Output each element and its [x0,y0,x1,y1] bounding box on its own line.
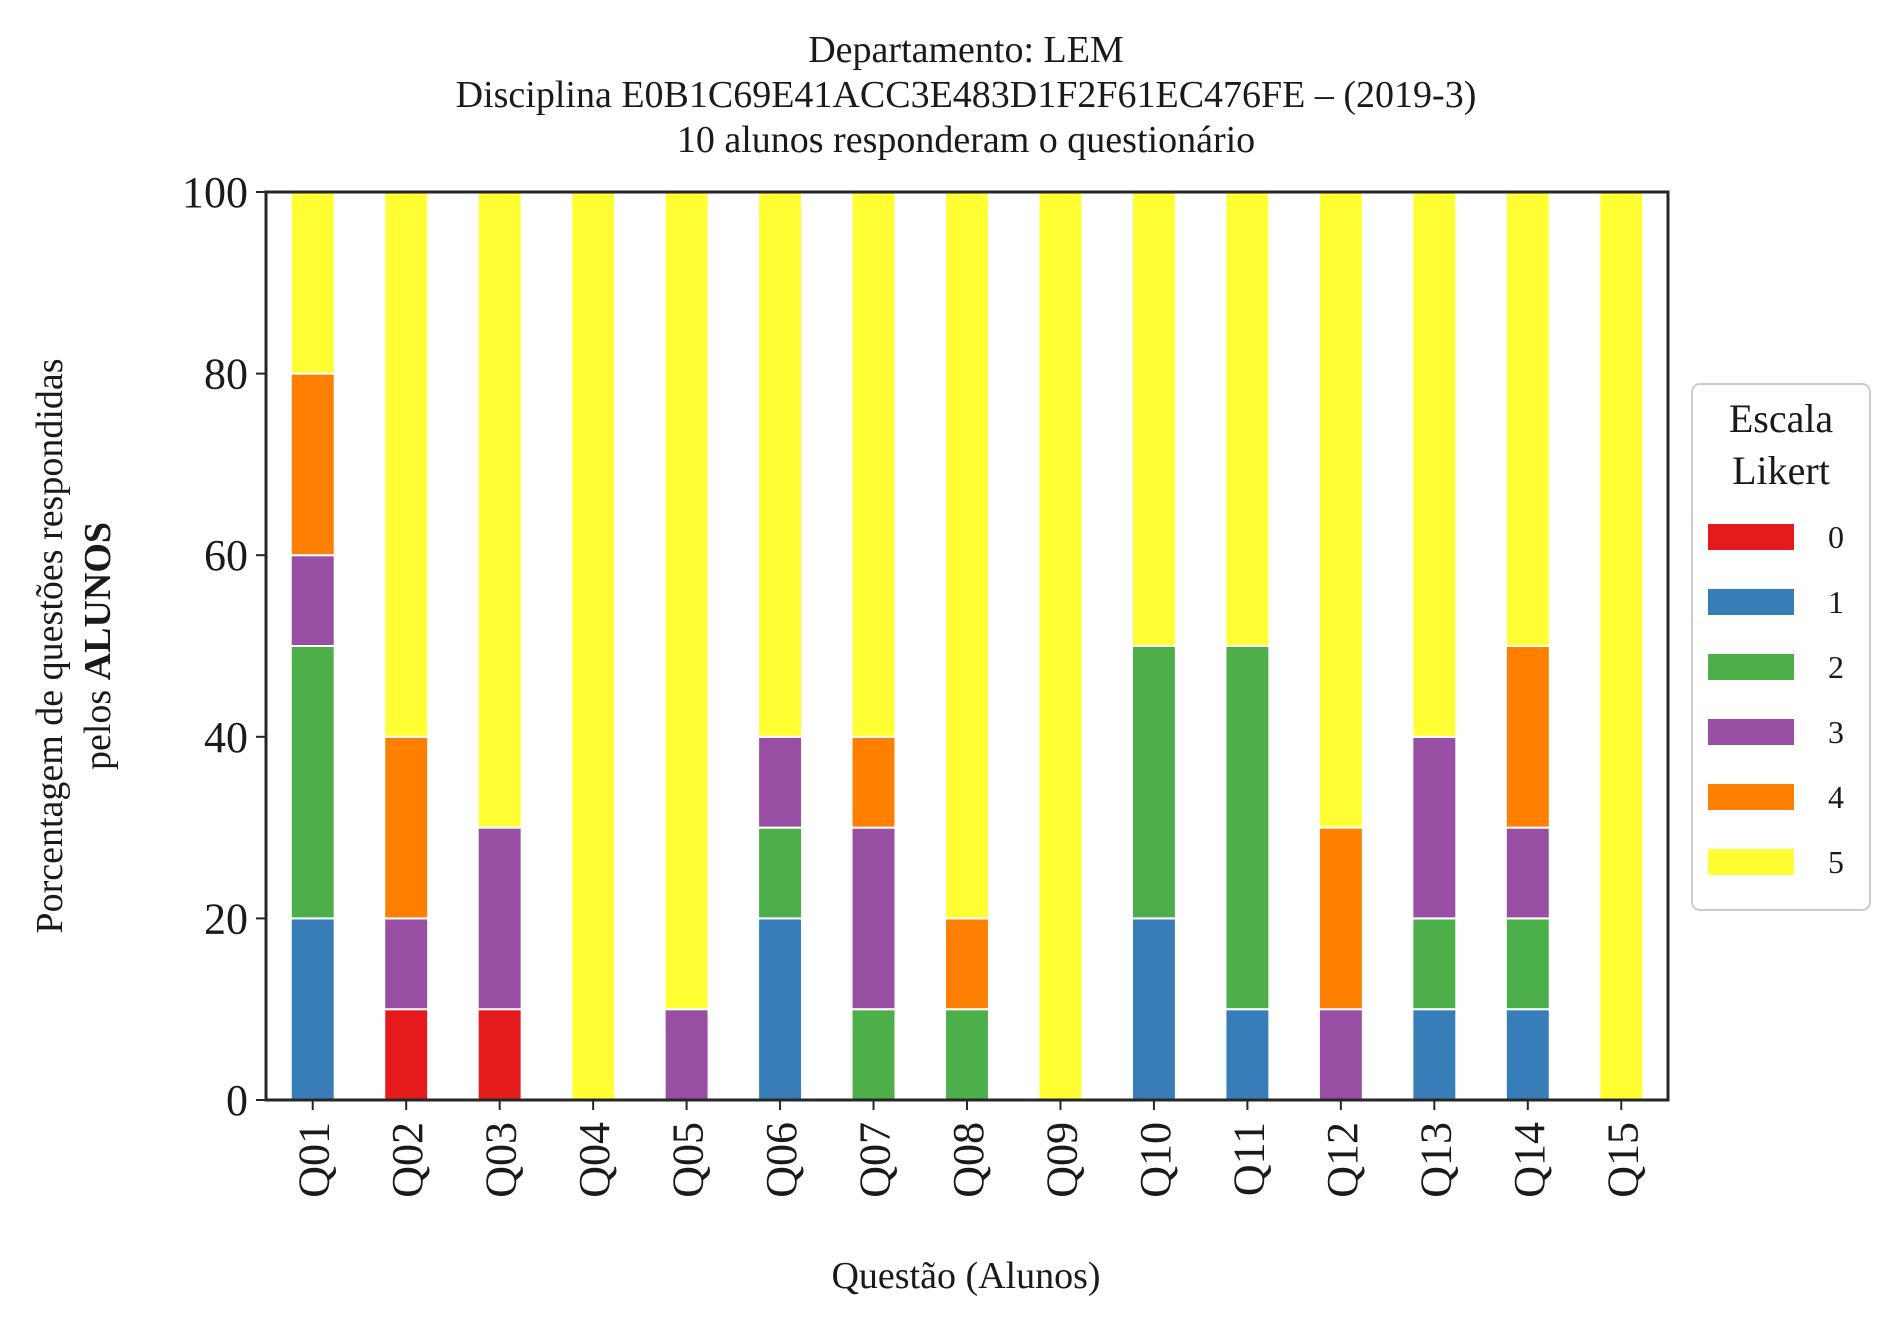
x-tick-label-q07: Q07 [851,1122,900,1198]
bar-q06-likert-3 [757,735,804,829]
bar-q01-likert-1 [289,917,336,1102]
y-axis-label-prefix: pelos [77,680,119,770]
bar-q12-likert-3 [1317,1008,1364,1102]
bar-q01-likert-3 [289,554,336,648]
bar-q13-likert-2 [1411,917,1458,1011]
bar-q10-likert-1 [1130,917,1177,1102]
bar-q07-likert-4 [850,735,897,829]
x-tick-label-q02: Q02 [383,1122,432,1198]
legend-swatch-1 [1708,589,1794,615]
bar-q12-likert-4 [1317,826,1364,1011]
bar-q14-likert-2 [1504,917,1551,1011]
bar-q10-likert-5 [1130,191,1177,647]
legend-title-line-2: Likert [1732,448,1830,493]
legend-label-3: 3 [1828,714,1844,750]
bar-q03-likert-5 [476,191,523,829]
legend-swatch-3 [1708,719,1794,745]
x-tick-label-q10: Q10 [1131,1122,1180,1198]
y-tick-label-60: 60 [204,531,248,580]
x-tick-label-q05: Q05 [664,1122,713,1198]
y-tick-label-0: 0 [226,1076,248,1125]
y-axis-label-bold: ALUNOS [77,522,119,680]
y-axis-label: Porcentagem de questões respondidas pelo… [29,358,119,933]
bar-q07-likert-2 [850,1008,897,1102]
legend-label-2: 2 [1828,649,1844,685]
bar-q10-likert-2 [1130,645,1177,920]
legend-swatch-4 [1708,784,1794,810]
bar-q03-likert-3 [476,826,523,1011]
legend-title-line-1: Escala [1729,396,1834,441]
bar-q04-likert-5 [570,191,617,1101]
bar-q08-likert-5 [944,191,990,920]
chart-title: Departamento: LEM Disciplina E0B1C69E41A… [456,29,1477,161]
legend-items: 0 1 2 3 4 5 [1708,519,1844,880]
x-axis-label: Questão (Alunos) [831,1255,1100,1297]
x-tick-label-q13: Q13 [1411,1122,1460,1198]
bar-q13-likert-1 [1411,1008,1458,1102]
bar-q02-likert-3 [383,917,430,1011]
x-tick-label-q08: Q08 [944,1122,993,1198]
bar-q12-likert-5 [1317,191,1364,829]
bar-q02-likert-0 [383,1008,430,1102]
bar-q11-likert-2 [1224,645,1271,1011]
legend: Escala Likert 0 1 2 3 4 5 [1691,383,1871,911]
y-axis-ticks: 0 20 40 60 80 100 [182,168,266,1125]
bar-q01-likert-4 [289,372,336,557]
plot-frame [264,190,1670,1102]
bar-q14-likert-1 [1504,1008,1551,1102]
legend-swatch-0 [1708,524,1794,550]
x-tick-label-q14: Q14 [1505,1122,1554,1198]
bar-q07-likert-5 [850,191,897,738]
bar-q14-likert-4 [1504,645,1551,829]
title-line-3: 10 alunos responderam o questionário [677,119,1255,161]
legend-swatch-5 [1708,849,1794,875]
y-axis-label-line-1: Porcentagem de questões respondidas [29,358,71,933]
bar-q03-likert-0 [476,1008,523,1102]
legend-label-1: 1 [1828,584,1844,620]
bar-q09-likert-5 [1037,191,1084,1101]
bars [289,191,1645,1102]
y-tick-label-20: 20 [204,894,248,943]
x-axis-ticks: Q01 Q02 Q03 Q04 Q05 Q06 Q07 Q08 Q09 Q10 Q11 Q12 Q13 Q… [290,1100,1647,1198]
x-tick-label-q04: Q04 [570,1122,619,1198]
y-tick-label-40: 40 [204,713,248,762]
y-tick-label-100: 100 [182,168,248,217]
x-tick-label-q12: Q12 [1318,1122,1367,1198]
bar-q01-likert-2 [289,645,336,920]
bar-q08-likert-4 [944,917,990,1011]
bar-q15-likert-5 [1598,191,1645,1101]
legend-frame [1691,383,1871,911]
bar-q08-likert-2 [944,1008,990,1102]
x-tick-label-q15: Q15 [1598,1122,1647,1198]
bar-q13-likert-5 [1411,191,1458,738]
bar-q05-likert-3 [663,1008,710,1102]
x-tick-label-q09: Q09 [1037,1122,1086,1198]
x-tick-label-q01: Q01 [290,1122,339,1198]
bar-q11-likert-1 [1224,1008,1271,1102]
x-tick-label-q11: Q11 [1224,1122,1273,1196]
bar-q06-likert-1 [757,917,804,1102]
bar-q14-likert-3 [1504,826,1551,920]
bar-q06-likert-5 [757,191,804,738]
bar-q02-likert-5 [383,191,430,738]
bar-q13-likert-3 [1411,735,1458,920]
x-tick-label-q06: Q06 [757,1122,806,1198]
legend-label-4: 4 [1828,779,1844,815]
x-tick-label-q03: Q03 [477,1122,526,1198]
title-line-1: Departamento: LEM [808,29,1124,71]
y-tick-label-80: 80 [204,350,248,399]
y-axis-label-line-2: pelos ALUNOS [77,522,119,770]
legend-label-0: 0 [1828,519,1844,555]
legend-swatch-2 [1708,654,1794,680]
bar-q06-likert-2 [757,826,804,920]
bar-q14-likert-5 [1504,191,1551,647]
legend-label-5: 5 [1828,844,1844,880]
bar-q11-likert-5 [1224,191,1271,647]
title-line-2: Disciplina E0B1C69E41ACC3E483D1F2F61EC47… [456,74,1477,116]
bar-q01-likert-5 [289,191,336,375]
bar-q05-likert-5 [663,191,710,1011]
bar-q07-likert-3 [850,826,897,1011]
bar-q02-likert-4 [383,735,430,920]
